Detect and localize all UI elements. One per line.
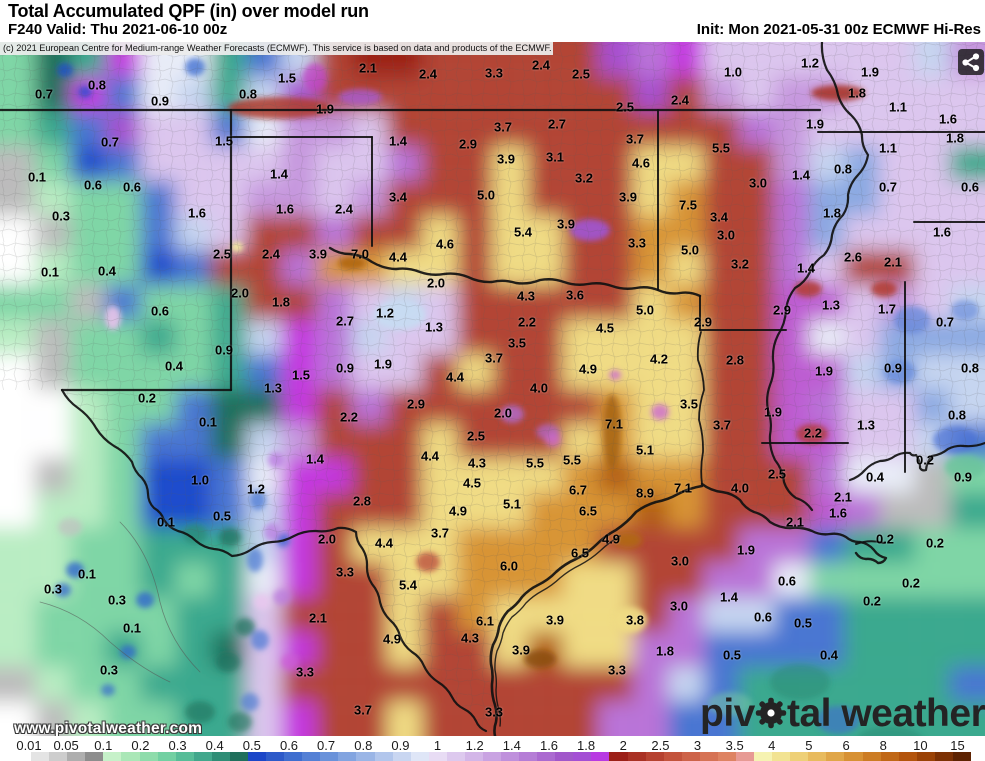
svg-text:piv: piv — [700, 692, 756, 735]
svg-text:tal weather: tal weather — [787, 692, 985, 735]
